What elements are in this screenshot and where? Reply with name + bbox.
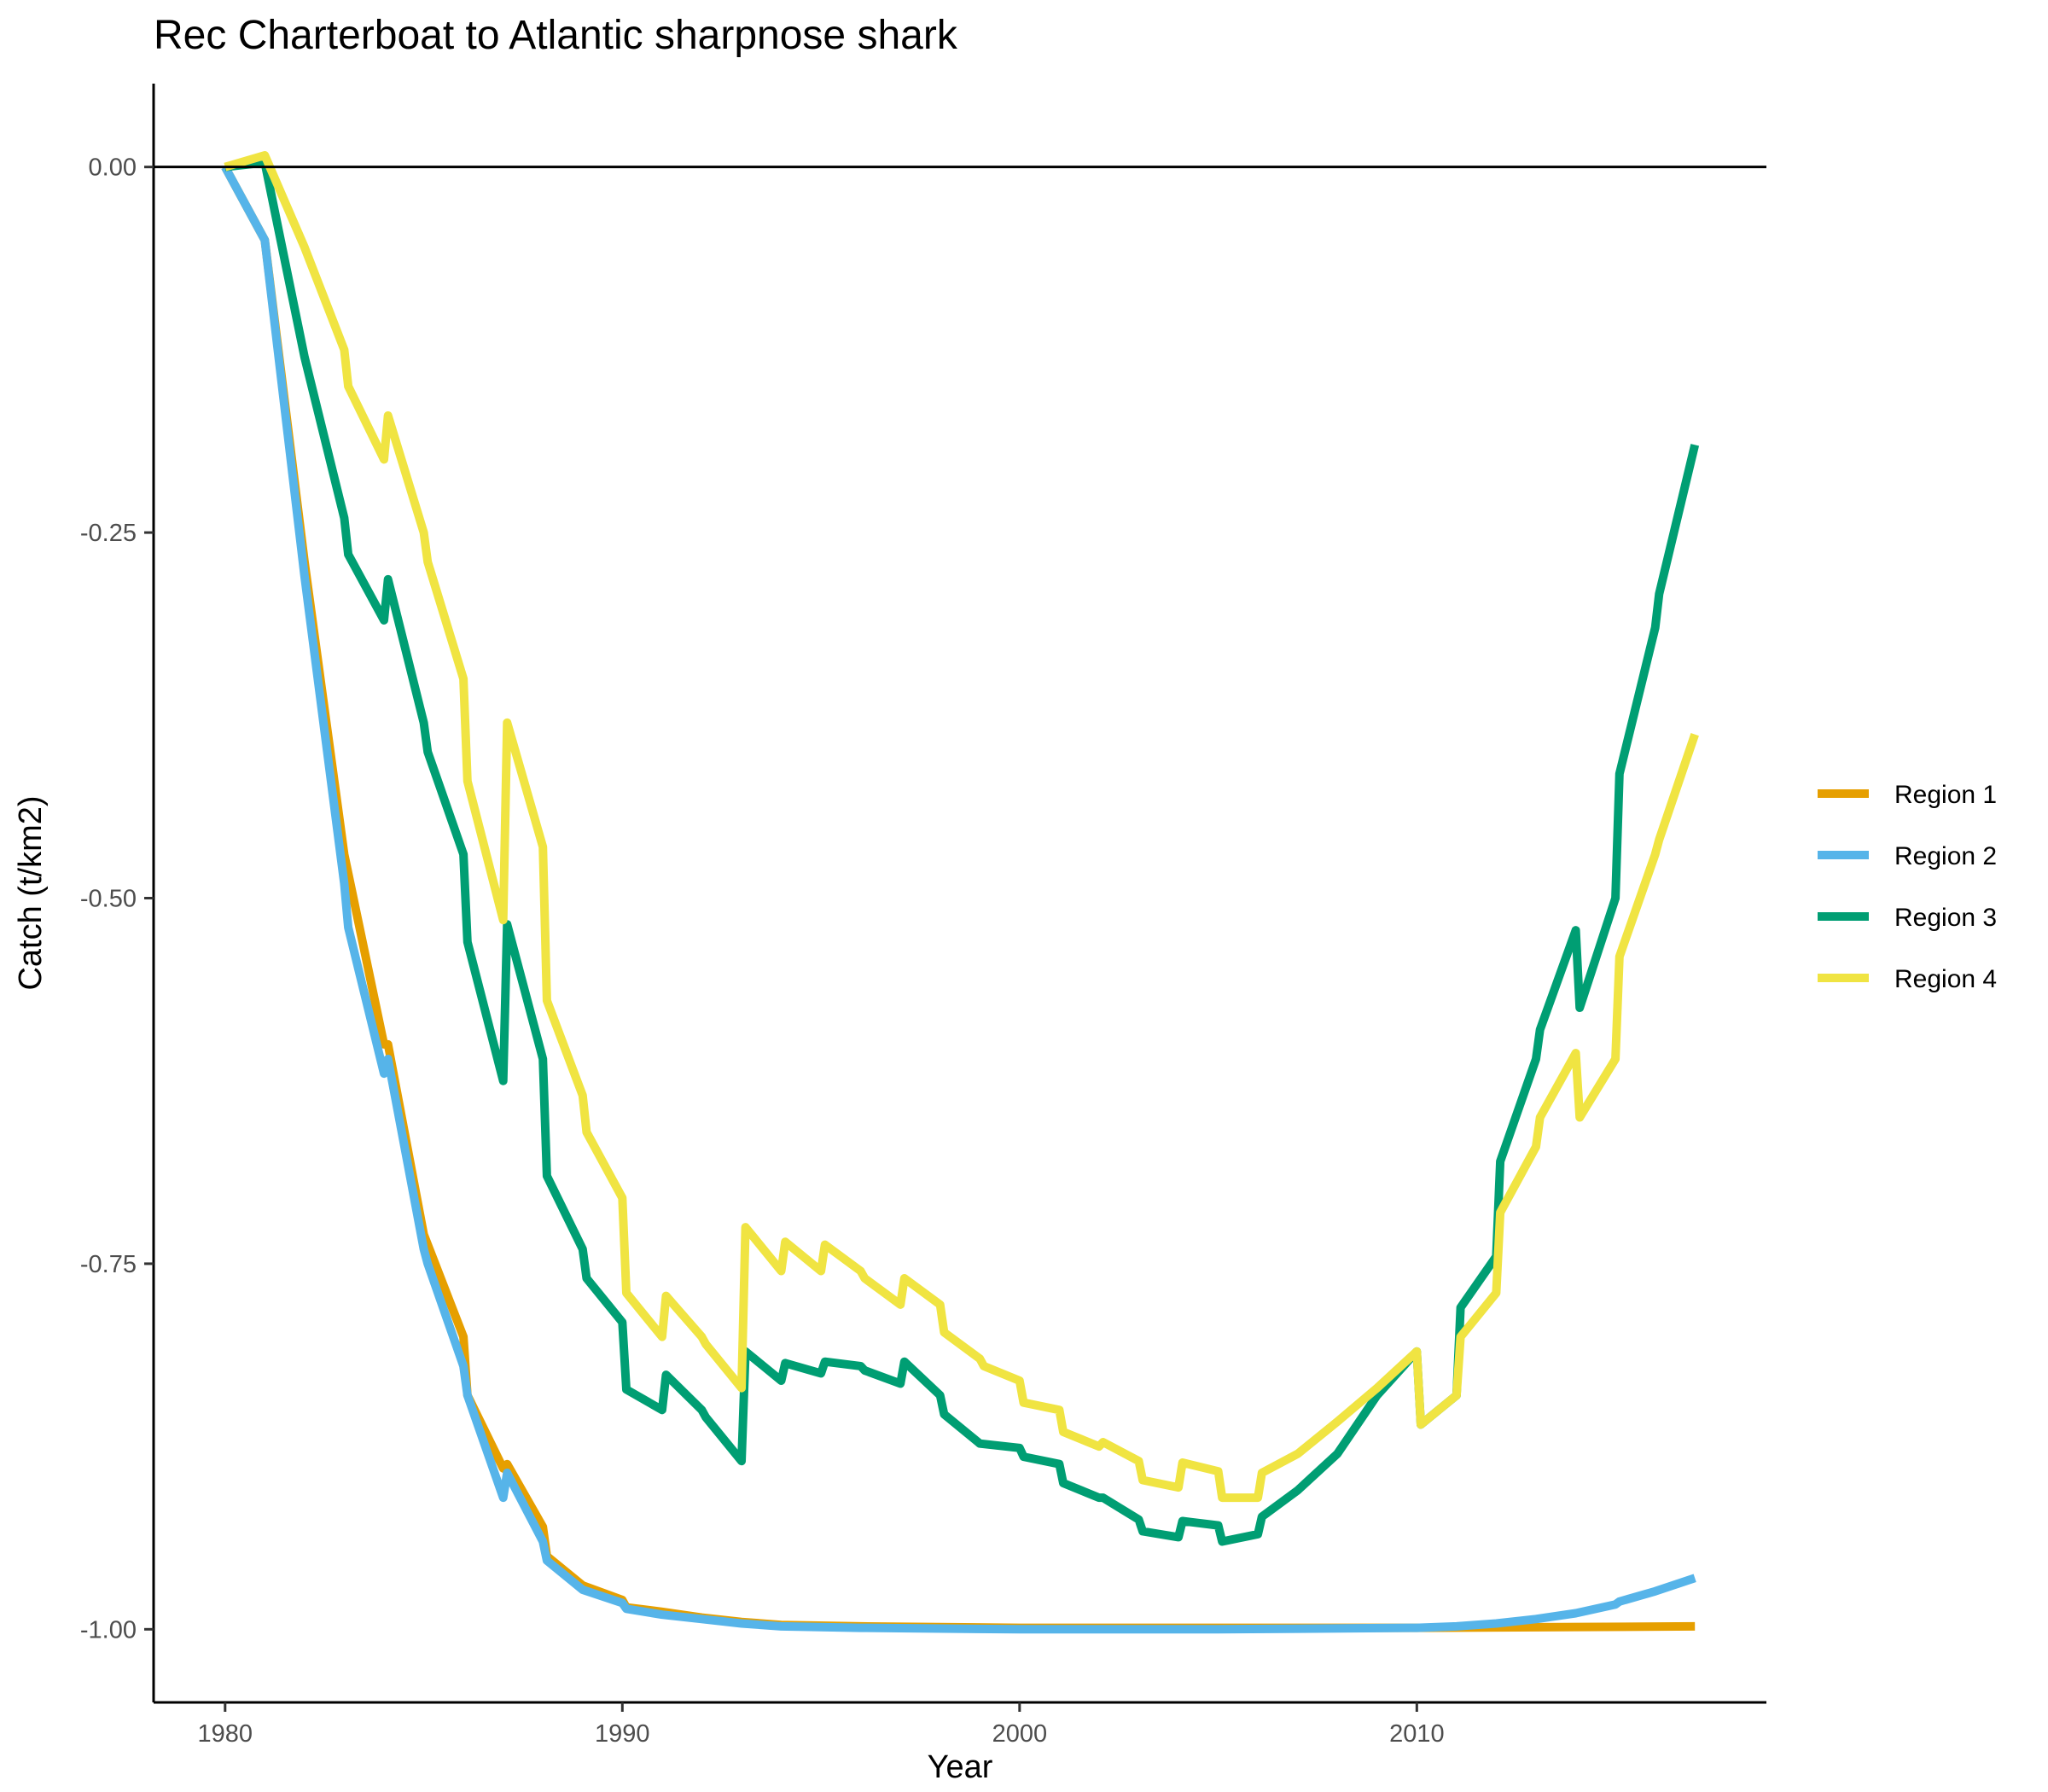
y-tick-label: -0.75 (80, 1251, 137, 1278)
legend-label-region-4: Region 4 (1894, 965, 1997, 993)
y-tick-label: 0.00 (89, 154, 137, 182)
y-axis-title: Catch (t/km2) (13, 795, 49, 990)
series-line-region-2 (221, 165, 1696, 1634)
series-layer (221, 151, 1700, 1634)
x-tick-label: 2010 (1389, 1720, 1445, 1748)
legend-label-region-2: Region 2 (1894, 842, 1997, 870)
x-tick-label: 1980 (198, 1720, 253, 1748)
chart-title: Rec Charterboat to Atlantic sharpnose sh… (154, 13, 957, 58)
x-axis-ticks: 1980 1990 2000 2010 (198, 1702, 1445, 1748)
x-tick-label: 1990 (595, 1720, 650, 1748)
y-axis-ticks: 0.00 -0.25 -0.50 -0.75 -1.00 (80, 154, 154, 1644)
x-axis-title: Year (928, 1749, 993, 1785)
x-tick-label: 2000 (992, 1720, 1048, 1748)
legend: Region 1 Region 2 Region 3 Region 4 (1818, 781, 1997, 993)
y-tick-label: -0.50 (80, 885, 137, 912)
series-line-region-4 (224, 151, 1699, 1503)
legend-label-region-3: Region 3 (1894, 904, 1997, 932)
y-tick-label: -1.00 (80, 1616, 137, 1644)
series-line-region-3 (224, 158, 1700, 1546)
legend-label-region-1: Region 1 (1894, 781, 1997, 809)
series-line-region-1 (221, 165, 1696, 1632)
y-tick-label: -0.25 (80, 520, 137, 547)
